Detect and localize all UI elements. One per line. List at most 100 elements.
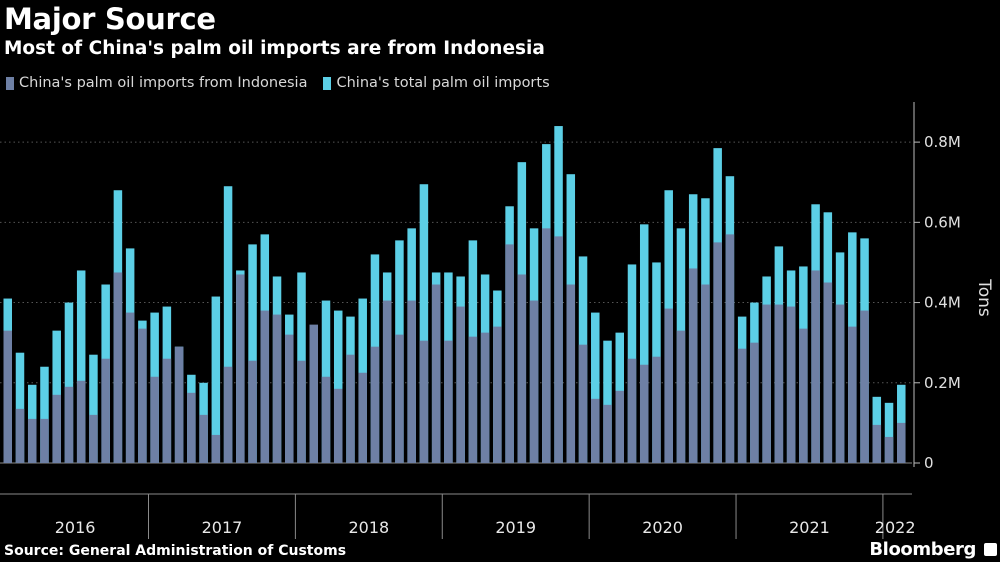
bar-indonesia	[309, 324, 318, 463]
bar-indonesia	[884, 436, 894, 463]
bar-indonesia	[701, 284, 710, 463]
legend-item-total: China's total palm oil imports	[323, 75, 550, 91]
chart-subtitle: Most of China's palm oil imports are fro…	[4, 38, 545, 59]
bar-indonesia	[529, 300, 539, 463]
bar-indonesia	[260, 310, 270, 463]
bar-indonesia	[15, 408, 25, 463]
bar-indonesia	[395, 334, 404, 463]
bar-indonesia	[603, 404, 612, 463]
bar-indonesia	[542, 228, 551, 463]
bar-indonesia	[860, 310, 869, 463]
bar-indonesia	[811, 270, 820, 463]
bar-indonesia	[223, 366, 233, 463]
bar-indonesia	[872, 424, 882, 463]
bar-indonesia	[64, 386, 74, 463]
bar-total	[64, 302, 74, 463]
bar-total	[211, 296, 221, 463]
bar-indonesia	[407, 300, 416, 463]
bar-indonesia	[40, 418, 49, 463]
bar-indonesia	[835, 304, 845, 463]
bar-indonesia	[799, 328, 808, 463]
y-tick-label: 0	[924, 454, 934, 472]
bar-indonesia	[333, 388, 343, 463]
bar-indonesia	[358, 372, 367, 463]
bar-indonesia	[578, 344, 588, 463]
bar-indonesia	[627, 358, 637, 463]
bar-indonesia	[382, 300, 392, 463]
y-tick-label: 0.2M	[924, 374, 961, 392]
legend-label-indonesia: China's palm oil imports from Indonesia	[19, 75, 308, 91]
bar-total	[603, 340, 612, 463]
bar-indonesia	[199, 414, 208, 463]
bar-total	[591, 312, 600, 463]
brand-logo-text: Bloomberg	[869, 539, 976, 560]
chart-title: Major Source	[4, 2, 216, 36]
bar-indonesia	[676, 330, 686, 463]
bar-indonesia	[101, 358, 110, 463]
bar-indonesia	[566, 284, 576, 463]
bar-total	[248, 244, 257, 463]
bar-indonesia	[480, 332, 490, 463]
x-tick-label: 2016	[55, 518, 96, 537]
bar-indonesia	[554, 236, 563, 463]
bar-indonesia	[848, 326, 857, 463]
bar-indonesia	[187, 392, 196, 463]
legend-label-total: China's total palm oil imports	[336, 75, 550, 91]
bar-indonesia	[762, 304, 771, 463]
bar-indonesia	[444, 340, 453, 463]
x-tick-label: 2021	[789, 518, 830, 537]
bar-total	[15, 352, 25, 463]
bar-indonesia	[517, 274, 527, 463]
bar-indonesia	[89, 414, 98, 463]
x-tick-label: 2018	[348, 518, 389, 537]
bar-indonesia	[272, 314, 282, 463]
bar-total	[884, 402, 894, 463]
bar-total	[40, 366, 49, 463]
bar-indonesia	[321, 376, 331, 463]
bar-indonesia	[468, 336, 478, 463]
bar-indonesia	[285, 334, 294, 463]
bar-indonesia	[27, 418, 37, 463]
legend-item-indonesia: China's palm oil imports from Indonesia	[6, 75, 307, 91]
bar-indonesia	[652, 356, 661, 463]
bar-indonesia	[639, 364, 649, 463]
bloomberg-terminal-icon	[984, 543, 997, 556]
bar-indonesia	[419, 340, 429, 463]
bar-indonesia	[615, 390, 624, 463]
y-tick-label: 0.6M	[924, 213, 961, 231]
bar-indonesia	[823, 282, 833, 463]
y-axis-label: Tons	[974, 278, 994, 317]
bar-indonesia	[591, 398, 600, 463]
bar-indonesia	[174, 346, 184, 463]
bar-total	[419, 184, 429, 463]
bar-indonesia	[786, 306, 796, 463]
legend: China's palm oil imports from Indonesia …	[6, 75, 566, 91]
bar-indonesia	[370, 346, 380, 463]
y-tick-label: 0.8M	[924, 133, 961, 151]
bar-indonesia	[113, 272, 123, 463]
bar-indonesia	[211, 434, 221, 463]
bar-indonesia	[3, 330, 12, 463]
bar-indonesia	[737, 348, 747, 463]
bar-indonesia	[297, 360, 306, 463]
legend-swatch-indonesia	[6, 76, 14, 90]
bar-indonesia	[150, 376, 159, 463]
bar-indonesia	[897, 422, 906, 463]
bar-indonesia	[431, 284, 441, 463]
bar-total	[639, 224, 649, 463]
y-tick-label: 0.4M	[924, 294, 961, 312]
bar-indonesia	[456, 306, 465, 463]
x-tick-label: 2022	[875, 518, 916, 537]
bar-total	[333, 310, 343, 463]
bar-indonesia	[125, 312, 135, 463]
legend-swatch-total	[323, 76, 332, 90]
bar-indonesia	[664, 308, 673, 463]
bar-total	[89, 354, 98, 463]
bar-indonesia	[162, 358, 172, 463]
x-tick-label: 2017	[202, 518, 243, 537]
bar-total	[76, 270, 86, 463]
bar-indonesia	[774, 304, 784, 463]
bar-indonesia	[76, 380, 86, 463]
bar-indonesia	[236, 274, 245, 463]
bar-indonesia	[750, 342, 759, 463]
